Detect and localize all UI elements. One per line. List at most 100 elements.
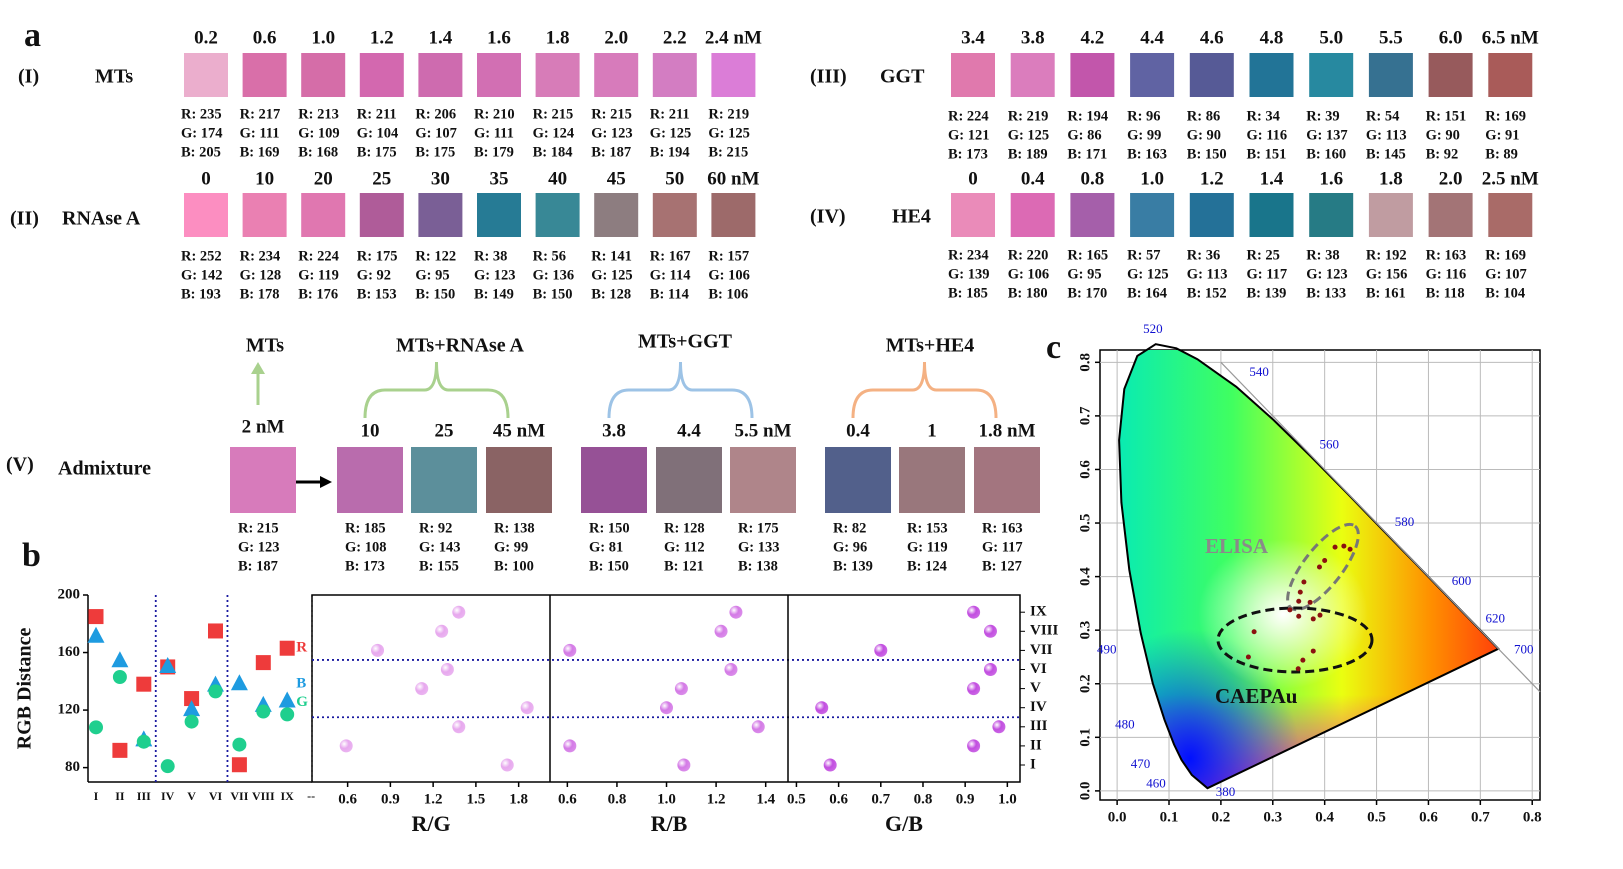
wavelength-label: 600	[1452, 573, 1472, 588]
rgb-label: R: 38	[1306, 247, 1339, 263]
rgb-label: B: 151	[1247, 146, 1287, 162]
concentration: 10	[255, 168, 274, 189]
point	[1287, 607, 1293, 613]
rgb-label: R: 185	[345, 520, 386, 536]
swatch	[1010, 53, 1055, 97]
point	[339, 739, 353, 753]
swatch	[825, 447, 891, 513]
rgb-label: B: 149	[474, 286, 514, 302]
x-tick-label: 1.0	[998, 791, 1017, 807]
swatch	[411, 447, 477, 513]
x-tick-label: VI	[209, 789, 223, 803]
rgb-label: B: 150	[415, 286, 455, 302]
rgb-label: R: 210	[474, 106, 515, 122]
swatch	[1249, 193, 1294, 237]
rgb-label: R: 235	[181, 106, 222, 122]
x-tick-label: VII	[230, 789, 248, 803]
swatch	[1189, 193, 1234, 237]
wavelength-label: 460	[1146, 775, 1166, 790]
marker	[208, 623, 223, 639]
x-tick-label: --	[307, 789, 315, 803]
legend-label: B	[296, 675, 306, 691]
rgb-label: B: 152	[1187, 285, 1227, 301]
wavelength-label: 620	[1486, 610, 1506, 625]
rgb-label: G: 113	[1366, 127, 1407, 143]
swatch	[1428, 53, 1473, 97]
swatch	[1368, 53, 1413, 97]
marker	[112, 742, 128, 758]
marker	[255, 655, 271, 671]
rgb-label: B: 187	[238, 558, 278, 574]
concentration: 6.0	[1439, 27, 1463, 48]
y-tick-label: 0.7	[1077, 406, 1093, 425]
swatch	[1428, 193, 1473, 237]
y-tick-label: 80	[65, 759, 80, 775]
point	[992, 720, 1006, 734]
concentration: 3.4	[961, 27, 985, 48]
rgb-label: R: 192	[1366, 247, 1407, 263]
point	[660, 701, 674, 715]
rgb-label: R: 234	[240, 248, 281, 264]
marker	[280, 707, 295, 722]
group-title: MTs+GGT	[638, 331, 733, 353]
marker	[89, 720, 103, 735]
rgb-label: R: 175	[357, 248, 398, 264]
swatch	[1130, 193, 1175, 237]
point	[1295, 666, 1301, 672]
swatch	[711, 193, 756, 237]
rgb-label: B: 164	[1127, 285, 1167, 301]
rgb-label: G: 133	[738, 539, 779, 555]
concentration: 0.4	[1021, 168, 1045, 189]
rgb-label: R: 167	[650, 248, 691, 264]
y-tick-label: 120	[58, 702, 81, 718]
rgb-label: B: 175	[415, 144, 455, 160]
y-tick-label: I	[1030, 756, 1036, 772]
rgb-label: R: 213	[298, 106, 339, 122]
concentration: 2.0	[604, 27, 628, 48]
concentration: 1.6	[487, 27, 511, 48]
swatch	[477, 193, 521, 237]
x-tick-label: 1.5	[467, 791, 486, 807]
rgb-label: R: 38	[474, 248, 507, 264]
rgb-label: G: 112	[664, 539, 705, 555]
y-tick-label: II	[1030, 737, 1042, 753]
point	[415, 682, 429, 696]
point	[983, 624, 997, 638]
concentration: 1.8	[1379, 168, 1403, 189]
marker	[112, 669, 127, 684]
rgb-label: R: 163	[982, 520, 1023, 536]
point	[967, 739, 981, 753]
y-tick-label: VI	[1030, 661, 1047, 677]
rgb-label: G: 117	[1247, 266, 1288, 282]
rgb-label: B: 145	[1366, 146, 1406, 162]
concentration: 0	[201, 168, 211, 189]
rgb-label: R: 153	[907, 520, 948, 536]
rgb-label: R: 138	[494, 520, 535, 536]
rgb-label: B: 184	[533, 144, 573, 160]
concentration: 20	[314, 168, 333, 189]
wavelength-label: 520	[1143, 321, 1163, 336]
point	[714, 624, 728, 638]
rgb-label: G: 106	[708, 267, 749, 283]
x-axis-label: R/B	[651, 811, 688, 836]
rgb-label: G: 125	[591, 267, 632, 283]
point	[724, 663, 738, 676]
y-axis-label: RGB Distance	[14, 628, 36, 750]
swatch	[974, 447, 1040, 513]
brace	[851, 361, 998, 419]
annotation: CAEPAu	[1215, 684, 1298, 708]
rgb-label: B: 170	[1067, 285, 1107, 301]
swatch	[418, 193, 463, 237]
swatch	[899, 447, 965, 513]
swatch	[656, 447, 722, 513]
rgb-label: B: 89	[1485, 146, 1518, 162]
swatch	[711, 53, 756, 97]
concentration: 4.6	[1200, 27, 1224, 48]
x-tick-label: II	[115, 789, 125, 803]
x-tick-label: V	[187, 789, 196, 803]
concentration: 25	[435, 420, 454, 441]
x-tick-label: IX	[281, 789, 295, 803]
rgb-label: R: 194	[1067, 108, 1108, 124]
rgb-label: G: 142	[181, 267, 222, 283]
